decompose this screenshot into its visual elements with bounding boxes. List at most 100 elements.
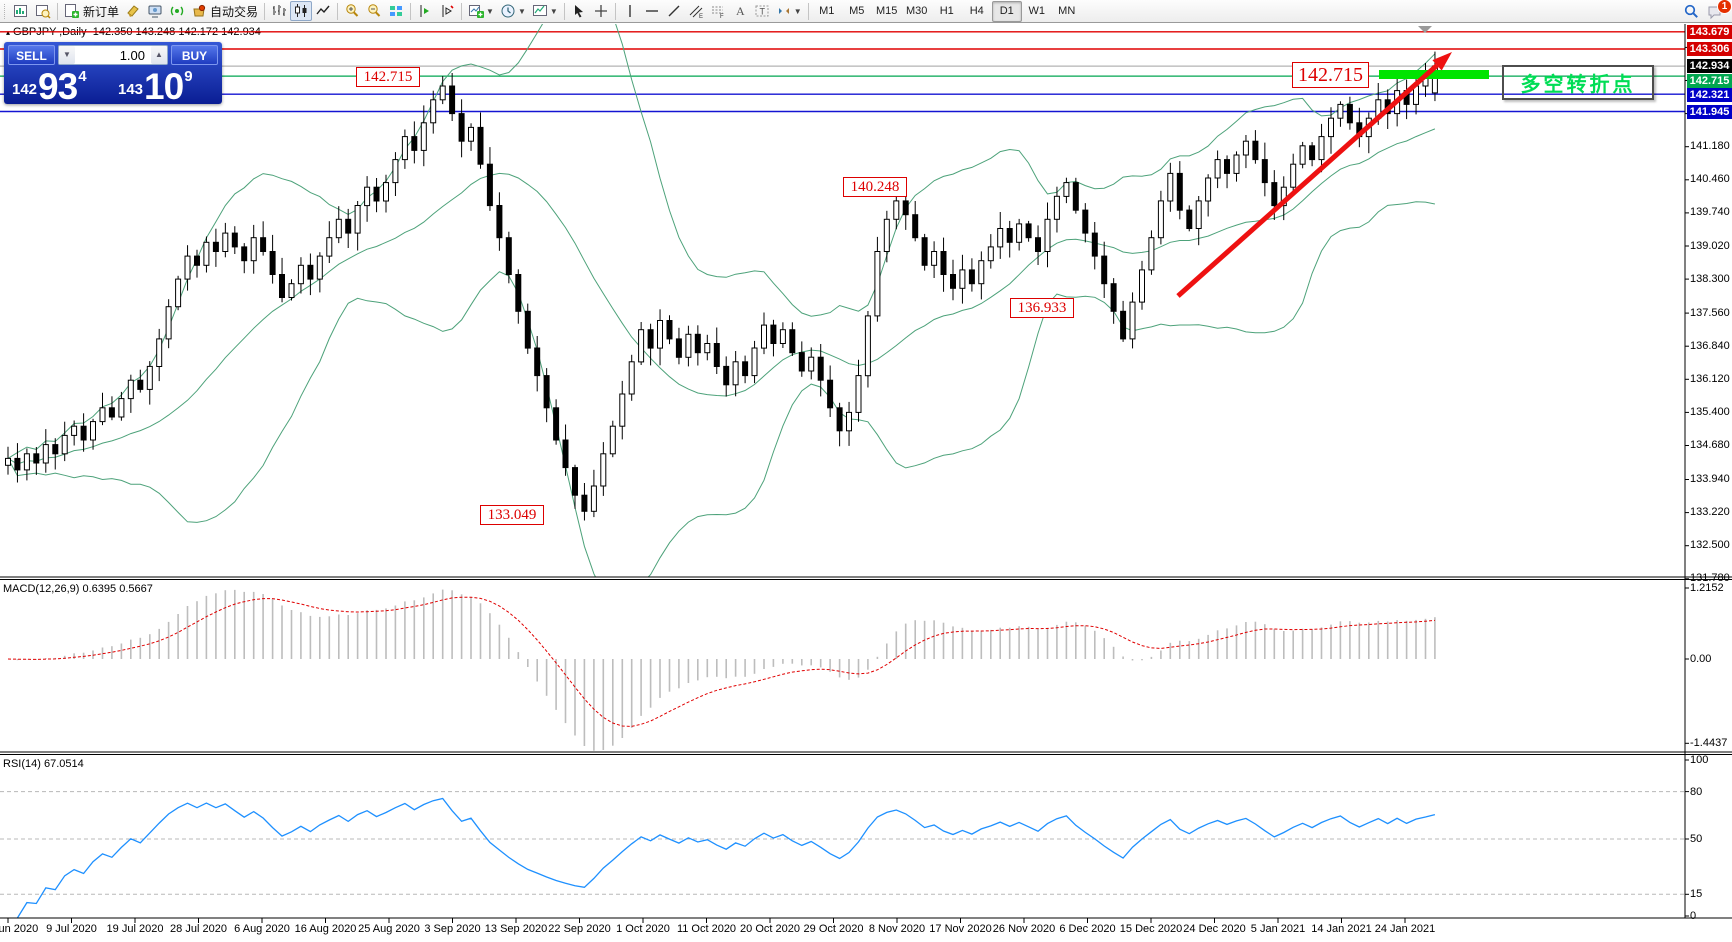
price-annotation-label[interactable]: 136.933	[1010, 298, 1074, 318]
candlestick-chart-type-button[interactable]	[290, 1, 313, 21]
price-annotation-label[interactable]: 133.049	[480, 505, 544, 525]
trendline-tool-button[interactable]	[663, 1, 685, 21]
candle	[694, 333, 701, 354]
volume-increase-button[interactable]: ▲	[151, 46, 167, 64]
templates-button[interactable]: ▼	[529, 1, 561, 21]
candle	[42, 444, 49, 464]
periods-dropdown-caret[interactable]: ▼	[517, 6, 526, 16]
candle	[1224, 159, 1230, 174]
depth-of-market-button[interactable]	[122, 1, 144, 21]
x-axis-date-label: 24 Jan 2021	[1374, 923, 1436, 935]
bar-chart-type-button[interactable]	[268, 1, 290, 21]
candle	[515, 274, 522, 312]
cursor-tool-button[interactable]	[568, 1, 590, 21]
rsi-line	[16, 797, 1436, 918]
candle	[590, 485, 597, 512]
timeframe-button-H4[interactable]: H4	[969, 4, 984, 17]
macd-scale-label: 1.2152	[1690, 582, 1724, 594]
sell-button[interactable]: SELL	[8, 45, 55, 65]
candle	[23, 453, 30, 471]
indicators-dropdown-caret[interactable]: ▼	[486, 6, 494, 16]
x-axis-date-label: 6 Aug 2020	[234, 923, 290, 935]
macd-signal-line	[7, 596, 1435, 727]
candle	[1091, 232, 1098, 257]
volume-decrease-button[interactable]: ▼	[59, 46, 75, 64]
crosshair-tool-button[interactable]	[590, 1, 612, 21]
buy-price[interactable]: 143 10 9	[112, 68, 193, 105]
candle	[685, 333, 692, 358]
buy-button[interactable]: BUY	[171, 45, 218, 65]
candle	[1261, 159, 1268, 184]
candle	[950, 274, 956, 289]
x-axis-date-label: 17 Nov 2020	[929, 923, 992, 935]
new-order-button[interactable]: 新订单	[61, 1, 122, 21]
candle	[827, 379, 834, 409]
search-button[interactable]	[1680, 1, 1703, 21]
timeframe-button-W1[interactable]: W1	[1028, 4, 1045, 17]
timeframe-button-MN[interactable]: MN	[1058, 4, 1076, 17]
candle	[789, 329, 796, 354]
volume-input[interactable]	[75, 46, 151, 64]
price-annotation-label[interactable]: 140.248	[843, 177, 907, 197]
buy-price-int: 143	[118, 81, 144, 98]
sell-price[interactable]: 142 93 4	[6, 68, 87, 105]
timeframe-button-M30[interactable]: M30	[906, 4, 928, 17]
candle	[1053, 195, 1060, 220]
timeframe-button-M15[interactable]: M15	[876, 4, 898, 17]
candle	[855, 375, 862, 413]
notifications-button[interactable]: 1	[1703, 0, 1732, 21]
turning-point-annotation[interactable]: 多空转折点	[1502, 65, 1654, 100]
arrows-tool-button[interactable]: ▼	[773, 1, 805, 21]
price-axis-tick: 131.780	[1690, 572, 1730, 585]
text-label-tool-button[interactable]: T	[751, 1, 773, 21]
chart-shift-button[interactable]	[436, 1, 458, 21]
tile-windows-button[interactable]	[385, 1, 407, 21]
timeframe-button-D1[interactable]: D1	[991, 0, 1022, 22]
price-tag: 142.934	[1687, 59, 1732, 74]
market-watch-button[interactable]	[144, 1, 166, 21]
candle	[71, 425, 78, 436]
toolbar-grip[interactable]	[4, 3, 8, 19]
profiles-button[interactable]	[32, 1, 54, 21]
candle	[212, 241, 219, 253]
candle	[836, 407, 843, 432]
vertical-line-tool-button[interactable]	[619, 1, 641, 21]
candle	[468, 126, 474, 142]
auto-trading-button[interactable]: 自动交易	[188, 1, 261, 21]
equidistant-channel-tool-button[interactable]: E	[685, 1, 707, 21]
periods-button[interactable]: ▼	[497, 1, 529, 21]
signals-button[interactable]	[166, 1, 188, 21]
x-axis-date-label: 26 Nov 2020	[992, 923, 1056, 935]
text-tool-button[interactable]: A	[729, 1, 751, 21]
price-axis-tick: 139.020	[1690, 239, 1730, 252]
candle	[987, 246, 994, 262]
candle	[1337, 103, 1344, 119]
price-annotation-label[interactable]: 142.715	[356, 67, 420, 87]
x-axis-date-label: 29 Oct 2020	[803, 923, 864, 935]
candle	[439, 85, 446, 101]
arrows-dropdown-caret[interactable]: ▼	[793, 6, 802, 16]
zoom-out-button[interactable]	[363, 1, 385, 21]
main-price-pane	[0, 24, 1685, 577]
timeframe-button-H1[interactable]: H1	[939, 4, 954, 17]
candle	[534, 347, 541, 377]
zoom-in-button[interactable]	[341, 1, 363, 21]
timeframe-button-M5[interactable]: M5	[849, 4, 865, 17]
auto-scroll-button[interactable]	[414, 1, 436, 21]
price-annotation-label[interactable]: 142.715	[1292, 62, 1369, 88]
horizontal-line-tool-button[interactable]	[641, 1, 663, 21]
fibonacci-tool-button[interactable]: F	[707, 1, 729, 21]
candle	[600, 453, 607, 487]
new-chart-button[interactable]	[10, 1, 32, 21]
trend-arrow-line	[1176, 63, 1439, 298]
toolbar-separator	[57, 2, 58, 20]
candle	[137, 379, 144, 390]
candle	[80, 425, 87, 441]
rsi-scale-label: 100	[1690, 754, 1709, 766]
timeframe-button-M1[interactable]: M1	[819, 4, 835, 17]
line-chart-type-button[interactable]	[312, 1, 334, 21]
templates-dropdown-caret[interactable]: ▼	[549, 6, 558, 16]
indicators-button[interactable]: ▼	[465, 1, 497, 21]
macd-main-value: 0.6395	[82, 583, 117, 595]
